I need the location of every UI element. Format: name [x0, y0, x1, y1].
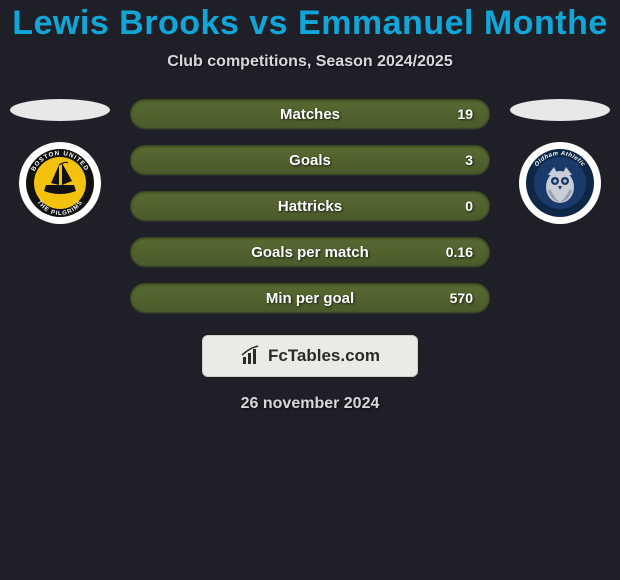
- stat-label: Hattricks: [278, 198, 342, 215]
- stat-value-right: 19: [457, 106, 473, 122]
- stat-value-right: 570: [450, 290, 473, 306]
- main-row: BOSTON UNITED THE PILGRIMS Matches 19 Goal…: [0, 99, 620, 313]
- site-logo-box[interactable]: FcTables.com: [202, 335, 418, 377]
- stat-value-right: 0: [465, 198, 473, 214]
- widget-container: Lewis Brooks vs Emmanuel Monthe Club com…: [0, 0, 620, 413]
- boston-united-badge-icon: BOSTON UNITED THE PILGRIMS: [18, 141, 102, 225]
- stat-row-min-per-goal: Min per goal 570: [130, 283, 490, 313]
- stat-value-right: 3: [465, 152, 473, 168]
- player-left-col: BOSTON UNITED THE PILGRIMS: [10, 99, 110, 225]
- stat-label: Goals: [289, 152, 331, 169]
- stat-value-right: 0.16: [446, 244, 473, 260]
- club-badge-left: BOSTON UNITED THE PILGRIMS: [18, 141, 102, 225]
- stat-label: Goals per match: [251, 244, 369, 261]
- page-title: Lewis Brooks vs Emmanuel Monthe: [0, 4, 620, 43]
- stat-row-matches: Matches 19: [130, 99, 490, 129]
- player-right-col: Oldham Athletic: [510, 99, 610, 225]
- stat-row-hattricks: Hattricks 0: [130, 191, 490, 221]
- date-text: 26 november 2024: [0, 395, 620, 413]
- stat-label: Min per goal: [266, 290, 354, 307]
- stat-row-goals-per-match: Goals per match 0.16: [130, 237, 490, 267]
- site-logo-text: FcTables.com: [268, 346, 380, 366]
- player-left-photo-placeholder: [10, 99, 110, 121]
- bar-chart-icon: [240, 345, 262, 367]
- oldham-athletic-badge-icon: Oldham Athletic: [518, 141, 602, 225]
- stat-row-goals: Goals 3: [130, 145, 490, 175]
- player-right-photo-placeholder: [510, 99, 610, 121]
- subtitle: Club competitions, Season 2024/2025: [0, 53, 620, 71]
- stats-column: Matches 19 Goals 3 Hattricks 0 Goals per match…: [110, 99, 510, 313]
- club-badge-right: Oldham Athletic: [518, 141, 602, 225]
- stat-label: Matches: [280, 106, 340, 123]
